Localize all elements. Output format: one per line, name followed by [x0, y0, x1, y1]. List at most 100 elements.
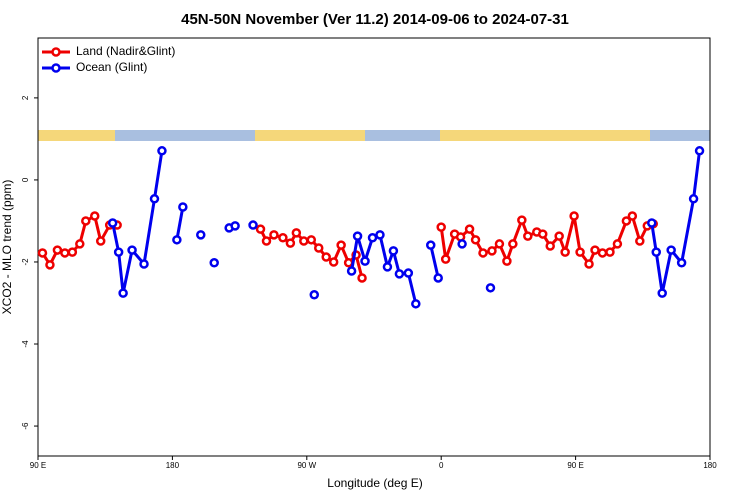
data-point	[575, 247, 585, 257]
data-point	[688, 194, 699, 204]
data-point	[328, 257, 339, 267]
data-point	[357, 273, 367, 283]
data-point	[60, 248, 70, 258]
data-point	[394, 269, 405, 279]
data-point	[440, 254, 451, 264]
y-tick-label: -6	[21, 422, 30, 430]
data-point	[657, 288, 667, 298]
data-point	[382, 262, 393, 272]
data-point	[291, 228, 302, 238]
data-point	[52, 245, 63, 255]
data-point	[554, 231, 564, 241]
data-point	[411, 299, 421, 309]
data-point	[278, 233, 288, 243]
data-point	[139, 259, 149, 269]
data-point	[269, 230, 279, 240]
y-tick-label: 2	[21, 95, 30, 100]
data-point	[285, 238, 296, 248]
land-strip	[255, 130, 365, 141]
data-point	[343, 258, 354, 268]
data-point	[113, 247, 124, 257]
x-tick-label: 180	[703, 461, 717, 470]
data-point	[360, 256, 370, 266]
chart-title: 45N-50N November (Ver 11.2) 2014-09-06 t…	[181, 11, 569, 28]
data-point	[352, 231, 363, 241]
data-point	[367, 233, 378, 243]
x-tick-label: 0	[439, 461, 444, 470]
data-point	[621, 216, 632, 226]
data-point	[694, 146, 705, 156]
data-point	[666, 245, 676, 255]
plot-frame	[37, 37, 711, 457]
land-strip	[38, 130, 115, 141]
y-tick-label: -2	[21, 258, 30, 266]
legend: Land (Nadir&Glint) Ocean (Glint)	[42, 44, 175, 74]
data-point	[676, 258, 687, 268]
data-point	[635, 236, 645, 246]
data-point	[81, 216, 91, 226]
x-tick-label: 180	[166, 461, 180, 470]
legend-label: Ocean (Glint)	[76, 60, 147, 74]
data-point	[309, 290, 320, 300]
data-point	[478, 248, 488, 258]
legend-marker	[51, 47, 61, 57]
data-point	[178, 202, 188, 212]
land-strip	[440, 130, 650, 141]
data-point	[196, 230, 206, 240]
y-tick-label: 0	[21, 177, 30, 182]
x-tick-label: 90 W	[297, 461, 316, 470]
data-point	[172, 235, 182, 245]
data-point	[523, 231, 533, 241]
data-point	[433, 273, 443, 283]
data-point	[494, 239, 505, 249]
x-tick-label: 90 E	[30, 461, 46, 470]
y-axis-label: XCO2 - MLO trend (ppm)	[0, 180, 14, 315]
data-point	[89, 211, 100, 221]
data-point	[149, 194, 160, 204]
data-point	[647, 218, 657, 228]
data-point	[306, 235, 317, 245]
y-tick-label: -4	[21, 340, 30, 348]
data-point	[157, 146, 167, 156]
data-point	[107, 218, 118, 228]
data-point	[75, 239, 85, 249]
data-point	[313, 243, 324, 253]
data-point	[487, 246, 497, 256]
data-point	[346, 266, 357, 276]
data-point	[597, 248, 608, 258]
data-point	[651, 247, 661, 257]
ocean-strip	[38, 130, 710, 141]
data-point	[627, 211, 638, 221]
data-point	[464, 224, 475, 234]
data-point	[584, 259, 594, 269]
data-point	[425, 240, 436, 250]
map-strip	[38, 130, 710, 141]
data-point	[485, 283, 496, 293]
data-point	[321, 252, 331, 262]
data-point	[261, 236, 272, 246]
data-point	[37, 248, 48, 258]
x-tick-label: 90 E	[567, 461, 583, 470]
data-point	[336, 240, 346, 250]
data-point	[248, 220, 258, 230]
data-point	[209, 258, 219, 268]
data-point	[517, 215, 527, 225]
data-point	[375, 230, 385, 240]
x-axis-label: Longitude (deg E)	[327, 476, 422, 490]
data-point	[388, 246, 399, 256]
legend-marker	[51, 63, 61, 73]
data-point	[436, 222, 446, 232]
data-point	[255, 224, 266, 234]
data-point	[45, 260, 55, 270]
data-point	[118, 288, 128, 298]
data-point	[95, 236, 106, 246]
data-point	[457, 239, 467, 249]
data-point	[560, 247, 570, 257]
data-point	[569, 211, 579, 221]
data-point	[230, 221, 240, 231]
legend-label: Land (Nadir&Glint)	[76, 44, 175, 58]
data-point	[470, 235, 481, 245]
data-point	[612, 239, 623, 249]
data-point	[590, 245, 600, 255]
